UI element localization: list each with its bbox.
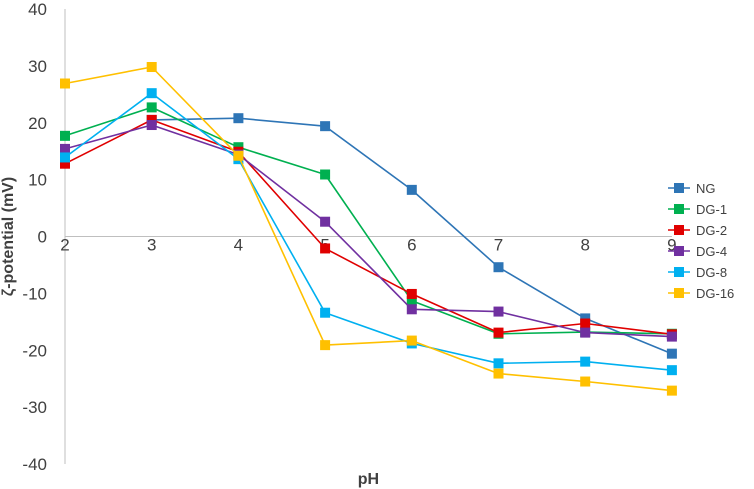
data-point-dg-1 <box>146 102 157 113</box>
data-point-ng <box>666 348 677 359</box>
data-point-dg-2 <box>580 318 591 329</box>
data-point-dg-4 <box>320 216 331 227</box>
data-point-dg-16 <box>146 62 157 73</box>
y-tick-label: 30 <box>28 57 47 76</box>
data-point-dg-8 <box>146 88 157 99</box>
legend-label: DG-16 <box>696 286 734 301</box>
data-point-dg-2 <box>146 114 157 125</box>
data-point-dg-8 <box>60 152 70 163</box>
series-line-dg-2 <box>64 119 672 336</box>
y-tick-label: -40 <box>22 455 47 474</box>
data-point-ng <box>580 313 591 324</box>
legend-marker-dg-4 <box>674 246 684 256</box>
y-tick-label: -30 <box>22 398 47 417</box>
data-point-dg-4 <box>666 331 677 342</box>
data-point-ng <box>320 121 331 132</box>
data-point-dg-1 <box>320 169 331 180</box>
data-point-dg-4 <box>146 120 157 131</box>
data-point-dg-16 <box>320 340 331 351</box>
legend-marker-dg-8 <box>674 267 684 277</box>
data-point-dg-8 <box>666 365 677 376</box>
legend-marker-ng <box>674 183 684 193</box>
x-tick-label: 8 <box>580 236 589 255</box>
series-line-dg-1 <box>64 106 672 335</box>
legend-label: DG-2 <box>696 223 727 238</box>
x-tick-label: 9 <box>667 236 676 255</box>
legend-label: DG-8 <box>696 265 727 280</box>
data-point-dg-1 <box>406 295 417 306</box>
y-tick-label: 20 <box>28 114 47 133</box>
legend-marker-dg-16 <box>674 288 684 298</box>
data-point-dg-16 <box>666 385 677 396</box>
data-point-dg-4 <box>406 304 417 315</box>
x-axis-title: pH <box>358 471 379 488</box>
y-tick-label: -20 <box>22 341 47 360</box>
x-tick-label: 3 <box>147 236 156 255</box>
data-point-dg-16 <box>60 78 70 89</box>
data-point-dg-16 <box>493 368 504 379</box>
data-point-dg-8 <box>580 356 591 367</box>
data-point-dg-8 <box>320 307 331 318</box>
data-point-dg-16 <box>406 335 417 346</box>
y-tick-label: -10 <box>22 284 47 303</box>
legend-label: DG-1 <box>696 202 727 217</box>
y-tick-label: 10 <box>28 171 47 190</box>
legend-marker-dg-1 <box>674 204 684 214</box>
x-tick-label: 6 <box>407 236 416 255</box>
data-point-dg-4 <box>493 306 504 317</box>
legend-marker-dg-2 <box>674 225 684 235</box>
data-point-ng <box>493 262 504 273</box>
data-point-dg-4 <box>60 143 70 154</box>
series-line-dg-16 <box>64 66 672 392</box>
data-point-dg-2 <box>493 327 504 338</box>
data-point-dg-2 <box>406 288 417 299</box>
data-point-dg-1 <box>60 130 70 141</box>
y-tick-label: 40 <box>28 0 47 19</box>
series-line-dg-8 <box>64 92 672 371</box>
x-tick-label: 2 <box>60 236 69 255</box>
data-point-dg-4 <box>580 327 591 338</box>
data-point-dg-2 <box>60 158 70 169</box>
y-tick-label: 0 <box>38 228 47 247</box>
y-axis-title: ζ-potential (mV) <box>0 177 17 296</box>
data-point-dg-2 <box>320 243 331 254</box>
legend-label: DG-4 <box>696 244 727 259</box>
data-point-dg-8 <box>493 358 504 369</box>
x-tick-label: 7 <box>494 236 503 255</box>
x-tick-label: 4 <box>234 236 243 255</box>
series-line-dg-4 <box>64 124 672 338</box>
data-point-ng <box>406 184 417 195</box>
data-point-ng <box>233 113 244 124</box>
legend-label: NG <box>696 181 716 196</box>
data-point-dg-16 <box>233 150 244 161</box>
data-point-dg-16 <box>580 376 591 387</box>
